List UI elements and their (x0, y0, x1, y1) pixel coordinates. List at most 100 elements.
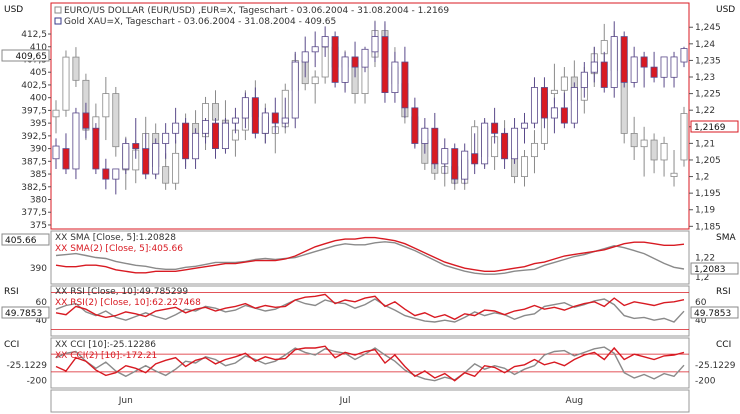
sma-series-2-line (55, 236, 685, 274)
rsi-left-axis-title: RSI (4, 287, 19, 297)
gold-candle-body (231, 117, 239, 124)
gold-candle-body (102, 168, 110, 180)
gold-legend-icon (54, 17, 62, 25)
x-axis-strip (50, 389, 690, 413)
gold-candle-body (182, 122, 190, 160)
cci-left-ticks: -25.1229 -200 (7, 361, 48, 386)
gold-candle-body (281, 117, 289, 124)
gold-candle-body (92, 127, 100, 170)
main-left-tick-label: 387,5 (21, 157, 47, 167)
main-right-tick-label: 1,24 (695, 40, 715, 50)
main-right-value: 1,2169 (694, 123, 726, 133)
main-left-tick-label: 392,5 (21, 132, 47, 142)
main-left-value: 409,65 (16, 52, 48, 62)
cci-series-2-line (55, 345, 685, 382)
gold-candle-body (560, 107, 568, 124)
eur-candle-body (62, 56, 70, 111)
sma-left-value-box (1, 233, 50, 246)
rsi-series-2-line (55, 293, 685, 321)
rsi-left-value: 49.7853 (5, 309, 42, 319)
x-month-label: Jul (339, 396, 351, 406)
gold-candle-body (550, 107, 558, 119)
gold-candle-body (261, 112, 269, 134)
gold-candle-body (530, 87, 538, 124)
main-left-tick-label: 402,5 (21, 81, 47, 91)
rsi-right-tick-label: 60 (695, 298, 707, 308)
eur-candle-body (630, 133, 638, 148)
main-right-tick-label: 1,235 (695, 56, 721, 66)
eur-legend-label: EURO/US DOLLAR (EUR/USD) ,EUR=X, Tagesch… (64, 6, 449, 16)
gold-candle-body (311, 46, 319, 53)
gold-candle-body (431, 127, 439, 165)
main-left-tick-label: 397,5 (21, 106, 47, 116)
gold-candle-body (441, 148, 449, 165)
eur-candle-body (650, 139, 658, 161)
gold-candle-body (650, 66, 658, 78)
main-left-tick-label: 375 (30, 221, 47, 231)
rsi-legend-2: XX RSI(2) [Close, 10]:62.227468 (55, 298, 201, 308)
main-right-tick-label: 1,2 (695, 173, 709, 183)
gold-candle-body (481, 122, 489, 165)
rsi-legend-1: XX RSI [Close, 10]:49.785299 (55, 287, 188, 297)
cci-left-tick-label: -200 (27, 377, 48, 387)
main-right-tick-label: 1,245 (695, 23, 721, 33)
gold-candle-body (511, 127, 519, 160)
eur-candle-body (102, 93, 110, 118)
gold-candle-body (202, 120, 210, 134)
main-left-tick-label: 412,5 (21, 30, 47, 40)
gold-candle-body (162, 132, 170, 144)
gold-candle-body (471, 153, 479, 165)
eur-candle-body (212, 103, 219, 121)
sma-panel-frame (50, 230, 690, 285)
gold-candle-body (241, 97, 249, 119)
cci-left-tick-label: -25.1229 (7, 361, 48, 371)
sma-right-value: 1,2083 (694, 265, 726, 275)
sma-lines (55, 236, 685, 275)
eur-candle-body (670, 172, 678, 177)
gold-candle-body (620, 36, 628, 83)
rsi-right-ticks: 60 40 (695, 298, 707, 326)
gold-candle-body (461, 150, 469, 180)
main-right-value-box (690, 120, 739, 133)
sma-right-tick-label: 1,22 (695, 254, 715, 264)
main-right-tick-label: 1,205 (695, 156, 721, 166)
gold-candle-body (361, 48, 369, 68)
main-left-tick-label: 377,5 (21, 208, 47, 218)
eur-candle-body (311, 76, 319, 85)
sma-legend-2: XX SMA(2) [Close, 5]:405.66 (55, 244, 183, 254)
main-left-tick-label: 405 (30, 68, 47, 78)
main-left-tick-label: 385 (30, 170, 47, 180)
eur-candle-body (52, 109, 60, 118)
gold-candle-body (670, 56, 678, 78)
gold-candle-body (521, 122, 528, 129)
eur-candle-body (600, 40, 608, 55)
gold-candle-body (451, 148, 459, 180)
gold-candle-body (62, 148, 70, 170)
gold-candle-body (570, 87, 578, 124)
main-right-tick-label: 1,19 (695, 206, 715, 216)
main-right-tick-label: 1,185 (695, 222, 721, 232)
gold-candle-body (580, 71, 588, 88)
sma-right-value-box (690, 262, 739, 275)
main-left-tick-label: 390 (30, 145, 47, 155)
gold-candle-body (501, 132, 509, 160)
eur-candle-body (550, 89, 558, 95)
sma-left-tick-label: 390 (30, 264, 47, 274)
main-left-axis-title: USD (4, 5, 23, 15)
eur-candle-body (530, 142, 538, 158)
eur-candle-body (162, 166, 170, 184)
rsi-right-value-box (690, 306, 739, 319)
cci-legend-2: XX CCI(2) [10]:-172.21 (55, 351, 157, 361)
gold-candle-body (640, 56, 648, 68)
rsi-series-1-line (55, 298, 685, 323)
eur-candle-body (560, 76, 568, 91)
cci-legend-1: XX CCI [10]:-25.12286 (55, 340, 156, 350)
sma-series-1-line (55, 241, 685, 275)
gold-candle-body (321, 36, 329, 48)
sma-right-axis-title: SMA (716, 233, 736, 243)
gold-candle-body (351, 56, 359, 68)
gold-candle-body (152, 143, 160, 175)
rsi-right-axis-title: RSI (716, 287, 731, 297)
eur-candle-body (640, 139, 648, 148)
gold-candle-body (341, 56, 349, 83)
